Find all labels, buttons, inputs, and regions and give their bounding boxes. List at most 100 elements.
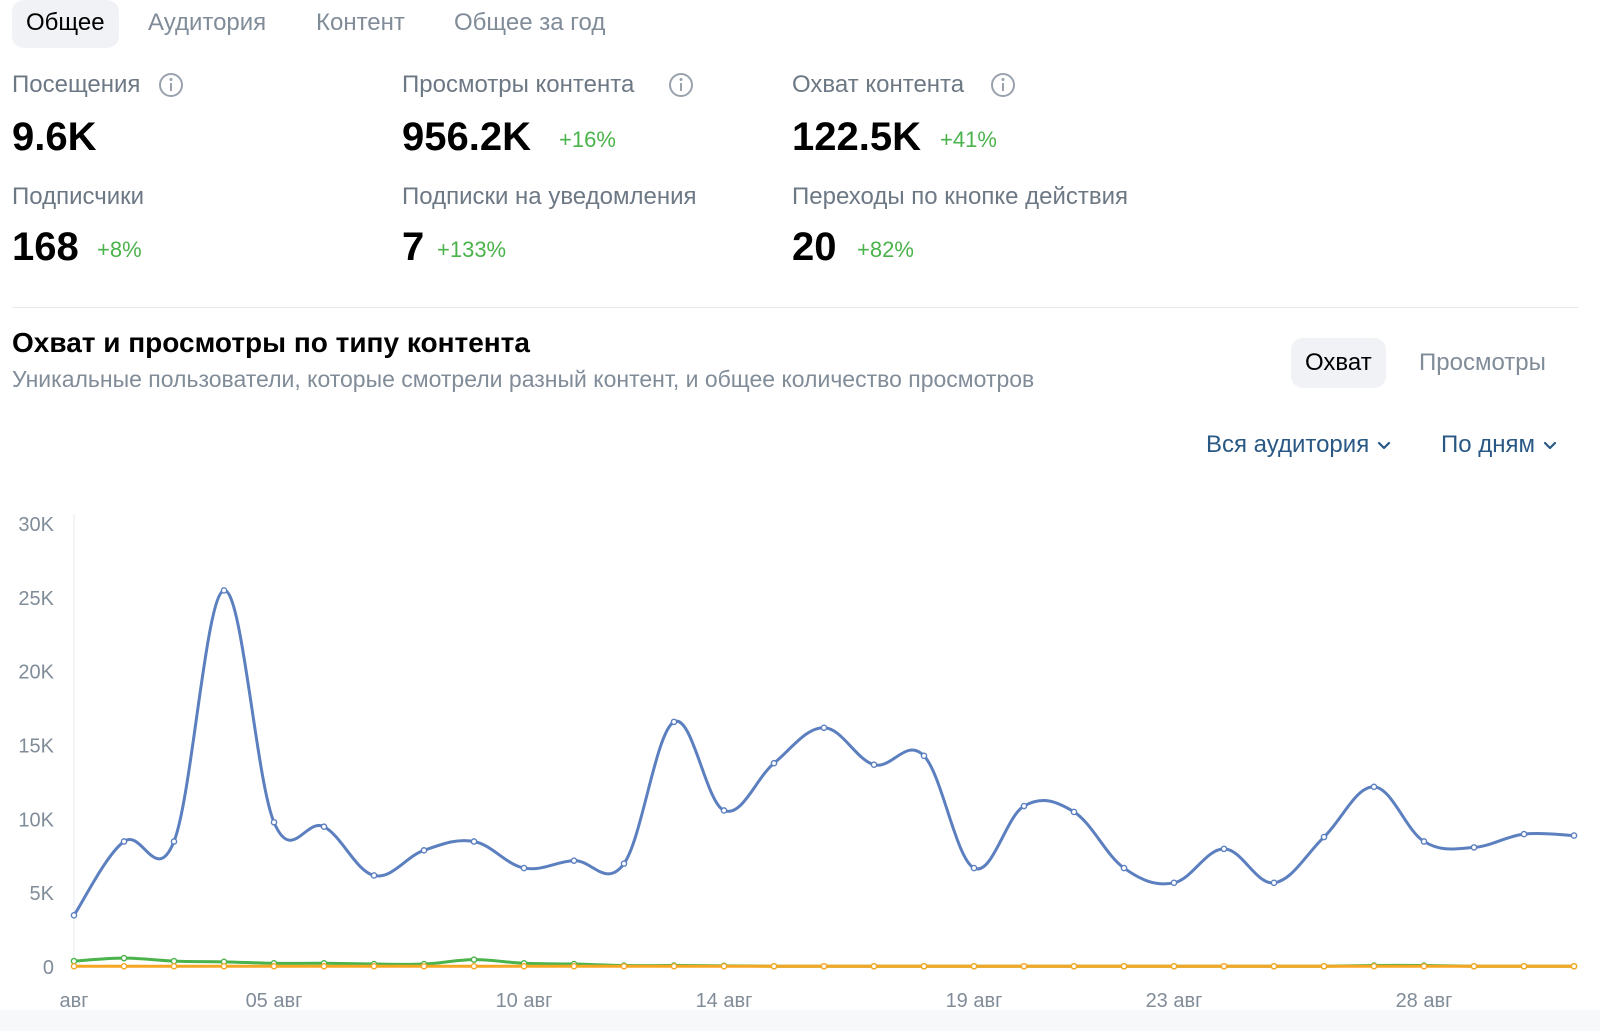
- data-point-series-blue: [920, 752, 928, 760]
- data-point-series-blue: [1270, 879, 1278, 887]
- action-button-clicks-value: 20: [792, 225, 837, 269]
- reach-line-chart: 0 5K 10K 15K 20K 25K 30K авг 05 авг 10 авг 14 авг 1…: [18, 514, 1578, 1010]
- data-point-series-orange: [770, 962, 778, 970]
- data-point-series-blue: [270, 818, 278, 826]
- data-point-series-orange: [520, 962, 528, 970]
- data-point-series-orange: [1020, 962, 1028, 970]
- data-point-series-blue: [320, 823, 328, 831]
- data-point-series-blue: [70, 912, 78, 919]
- visits-value: 9.6K: [12, 115, 97, 159]
- data-point-series-blue: [1520, 830, 1528, 838]
- x-tick-label: 10 авг: [496, 990, 553, 1010]
- visits-label: Посещения: [12, 71, 141, 98]
- data-point-series-orange: [470, 962, 478, 970]
- period-dropdown[interactable]: По дням: [1441, 430, 1557, 460]
- data-point-series-blue: [370, 872, 378, 879]
- content-reach-delta: +41%: [940, 127, 997, 152]
- data-point-series-orange: [170, 962, 178, 970]
- data-point-series-green: [70, 957, 78, 965]
- y-tick-label: 0: [43, 957, 54, 979]
- data-point-series-orange: [220, 962, 228, 970]
- data-point-series-orange: [270, 962, 278, 970]
- data-point-series-orange: [1070, 962, 1078, 970]
- tab-content[interactable]: Контент: [316, 9, 405, 36]
- action-button-clicks-label: Переходы по кнопке действия: [792, 183, 1129, 210]
- data-point-series-orange: [1120, 962, 1128, 970]
- audience-dropdown-label: Вся аудитория: [1206, 431, 1370, 458]
- content-views-label: Просмотры контента: [402, 71, 635, 98]
- content-reach-label: Охват контента: [792, 71, 965, 98]
- data-point-series-blue: [1470, 844, 1478, 851]
- chevron-down-icon: [1543, 441, 1557, 449]
- tab-year-overview[interactable]: Общее за год: [454, 9, 606, 36]
- chevron-down-icon: [1378, 441, 1391, 449]
- audience-dropdown[interactable]: Вся аудитория: [1206, 430, 1391, 460]
- data-point-series-blue: [770, 759, 778, 767]
- data-point-series-blue: [1420, 838, 1428, 845]
- info-icon[interactable]: [158, 72, 184, 98]
- data-point-series-orange: [670, 962, 678, 970]
- y-tick-label: 15K: [18, 736, 54, 758]
- data-point-series-blue: [1020, 802, 1028, 810]
- section-subtitle: Уникальные пользователи, которые смотрел…: [12, 366, 1035, 392]
- content-views-delta: +16%: [559, 127, 616, 152]
- data-point-series-orange: [1270, 962, 1278, 970]
- info-icon[interactable]: [990, 72, 1016, 98]
- data-point-series-blue: [420, 847, 428, 854]
- x-tick-label: 28 авг: [1396, 990, 1453, 1010]
- y-tick-label: 30K: [18, 514, 54, 536]
- data-point-series-orange: [970, 962, 978, 970]
- x-tick-label: 19 авг: [946, 990, 1003, 1010]
- subscribers-label: Подписчики: [12, 183, 145, 210]
- data-point-series-orange: [720, 962, 728, 970]
- data-point-series-green: [120, 954, 128, 962]
- data-point-series-orange: [920, 962, 928, 970]
- action-button-clicks-delta: +82%: [857, 237, 914, 262]
- data-point-series-blue: [1220, 845, 1228, 853]
- data-point-series-blue: [970, 864, 978, 872]
- data-point-series-orange: [1170, 962, 1178, 970]
- data-point-series-orange: [820, 962, 828, 970]
- data-point-series-orange: [1570, 962, 1578, 970]
- data-point-series-blue: [670, 718, 678, 726]
- x-tick-label: 23 авг: [1146, 990, 1203, 1010]
- tab-general[interactable]: Общее: [12, 0, 119, 48]
- content-reach-value: 122.5K: [792, 115, 921, 159]
- data-point-series-orange: [420, 962, 428, 970]
- data-point-series-blue: [1170, 879, 1178, 887]
- data-point-series-green: [470, 956, 478, 963]
- data-point-series-blue: [120, 838, 128, 845]
- segment-views[interactable]: Просмотры: [1419, 349, 1546, 376]
- notification-subs-value: 7: [402, 225, 425, 269]
- data-point-series-blue: [870, 761, 878, 768]
- data-point-series-orange: [1220, 962, 1228, 970]
- data-point-series-blue: [220, 587, 228, 594]
- data-point-series-blue: [1320, 833, 1328, 841]
- x-tick-label: 05 авг: [246, 990, 303, 1010]
- segment-reach[interactable]: Охват: [1291, 338, 1386, 388]
- info-icon[interactable]: [668, 72, 694, 98]
- data-point-series-orange: [1470, 962, 1478, 970]
- data-point-series-orange: [1420, 962, 1428, 970]
- period-dropdown-label: По дням: [1441, 431, 1536, 458]
- data-point-series-orange: [1320, 962, 1328, 970]
- notification-subs-delta: +133%: [437, 237, 507, 262]
- content-views-value: 956.2K: [402, 115, 531, 159]
- data-point-series-blue: [620, 860, 628, 867]
- data-point-series-blue: [1120, 864, 1128, 872]
- section-title: Охват и просмотры по типу контента: [12, 327, 530, 358]
- tab-audience[interactable]: Аудитория: [148, 9, 267, 36]
- data-point-series-blue: [1570, 832, 1578, 839]
- y-tick-label: 10K: [18, 809, 54, 831]
- data-point-series-blue: [170, 838, 178, 845]
- data-point-series-orange: [1520, 962, 1528, 970]
- subscribers-delta: +8%: [97, 237, 142, 262]
- data-point-series-orange: [570, 962, 578, 970]
- data-point-series-blue: [820, 724, 828, 732]
- data-point-series-blue: [1370, 783, 1378, 791]
- x-tick-label: 14 авг: [696, 990, 753, 1010]
- y-tick-label: 5K: [30, 883, 55, 905]
- y-tick-label: 20K: [18, 662, 54, 684]
- data-point-series-orange: [320, 962, 328, 970]
- data-point-series-orange: [120, 962, 128, 970]
